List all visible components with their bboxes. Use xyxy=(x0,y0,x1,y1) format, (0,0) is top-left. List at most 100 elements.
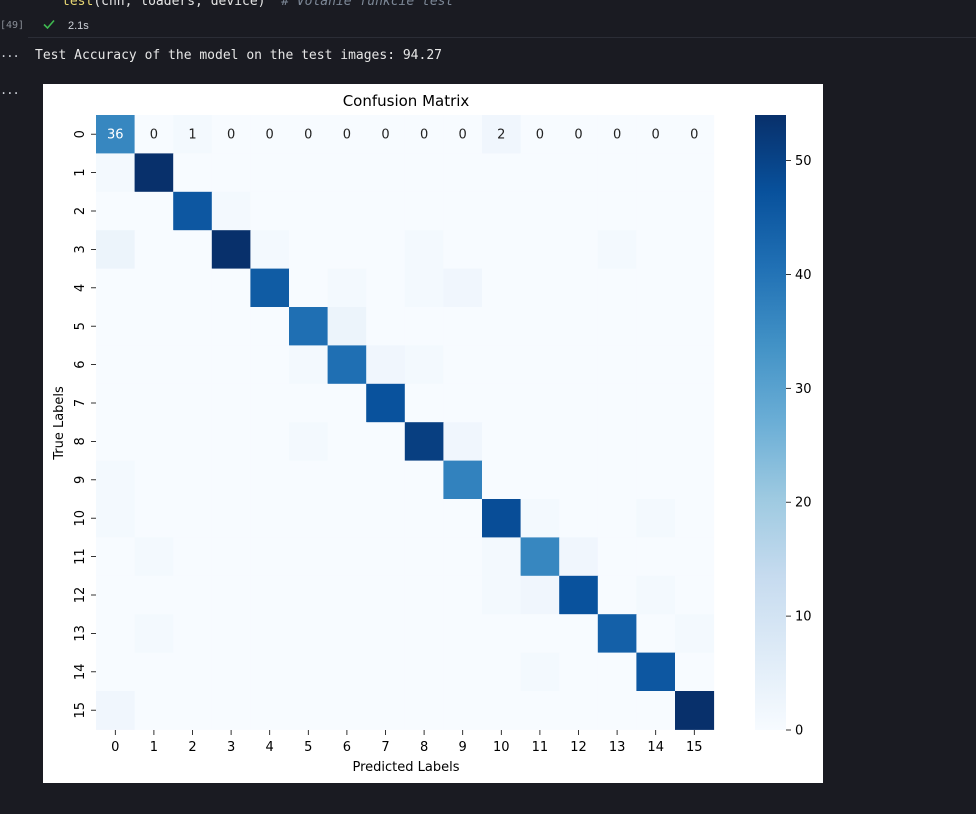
heatmap-cell xyxy=(173,537,213,577)
heatmap-cell xyxy=(173,691,213,730)
heatmap-cell xyxy=(404,153,444,193)
heatmap-cell xyxy=(134,614,174,654)
x-tick-label: 4 xyxy=(266,740,274,755)
heatmap-cell xyxy=(211,345,251,385)
code-line[interactable]: test(cnn, loaders, device) # Volanie fun… xyxy=(62,0,453,9)
heatmap-cell xyxy=(289,307,329,346)
cell-annotation: 0 xyxy=(652,128,660,143)
heatmap-cell xyxy=(289,230,329,270)
heatmap-cell xyxy=(250,575,290,615)
heatmap-cell xyxy=(636,115,676,154)
heatmap-cell xyxy=(443,191,483,231)
cell-divider xyxy=(28,37,976,38)
heatmap-cell xyxy=(134,191,174,231)
heatmap-cell xyxy=(443,691,483,730)
heatmap-cell xyxy=(173,345,213,385)
heatmap-cell xyxy=(675,191,715,231)
output-menu-dots[interactable]: ... xyxy=(0,46,20,60)
heatmap-cell xyxy=(636,153,676,193)
heatmap-cell xyxy=(482,460,522,500)
x-tick-label: 6 xyxy=(343,740,351,755)
heatmap-cell xyxy=(597,422,637,462)
heatmap-cell xyxy=(211,115,251,154)
heatmap-cell xyxy=(482,422,522,462)
colorbar-tick-label: 20 xyxy=(795,496,812,511)
heatmap-cell xyxy=(211,652,251,692)
cell-annotation: 0 xyxy=(690,128,698,143)
heatmap-cell xyxy=(597,460,637,500)
heatmap-cell xyxy=(636,499,676,538)
heatmap-cell xyxy=(559,268,599,308)
heatmap-cell xyxy=(134,230,174,270)
cell-annotation: 36 xyxy=(107,128,124,143)
heatmap-cell xyxy=(559,153,599,193)
heatmap-cell xyxy=(250,230,290,270)
y-tick-label: 2 xyxy=(73,207,88,215)
heatmap-cell xyxy=(173,422,213,462)
heatmap-cell xyxy=(327,345,367,385)
heatmap-cell xyxy=(211,614,251,654)
heatmap-cell xyxy=(96,460,136,500)
colorbar-tick-label: 30 xyxy=(795,382,812,397)
cell-annotation: 0 xyxy=(266,128,274,143)
heatmap-cell xyxy=(404,499,444,538)
heatmap-cell xyxy=(559,230,599,270)
heatmap-cell xyxy=(366,499,406,538)
heatmap-cell xyxy=(443,499,483,538)
heatmap-cell xyxy=(404,115,444,154)
heatmap-cell xyxy=(675,614,715,654)
heatmap-cell xyxy=(482,307,522,346)
heatmap-cell xyxy=(443,652,483,692)
heatmap-cell xyxy=(366,345,406,385)
heatmap-cell xyxy=(289,191,329,231)
heatmap-cell xyxy=(327,652,367,692)
heatmap-cell xyxy=(482,691,522,730)
heatmap-cell xyxy=(675,230,715,270)
heatmap-cell xyxy=(250,345,290,385)
heatmap-cell xyxy=(482,115,522,154)
x-tick-label: 1 xyxy=(150,740,158,755)
heatmap-cell xyxy=(675,460,715,500)
heatmap-cell xyxy=(366,575,406,615)
heatmap-cell xyxy=(559,652,599,692)
cell-annotation: 0 xyxy=(227,128,235,143)
heatmap-cell xyxy=(366,268,406,308)
heatmap-cell xyxy=(675,691,715,730)
y-tick-label: 13 xyxy=(73,625,88,642)
heatmap-cell xyxy=(134,691,174,730)
heatmap-cell xyxy=(211,691,251,730)
heatmap-cell xyxy=(520,614,560,654)
y-tick-label: 7 xyxy=(73,399,88,407)
heatmap-cell xyxy=(211,537,251,577)
heatmap-cell xyxy=(559,537,599,577)
heatmap-cell xyxy=(366,422,406,462)
heatmap-cell xyxy=(173,575,213,615)
heatmap-cell xyxy=(636,614,676,654)
heatmap-cell xyxy=(327,230,367,270)
heatmap-cell xyxy=(134,115,174,154)
heatmap-cell xyxy=(443,153,483,193)
heatmap-cell xyxy=(173,460,213,500)
heatmap-cell xyxy=(675,307,715,346)
heatmap-cell xyxy=(250,691,290,730)
y-tick-label: 0 xyxy=(73,130,88,138)
y-tick-label: 3 xyxy=(73,245,88,253)
heatmap-cell xyxy=(366,230,406,270)
heatmap-cell xyxy=(96,383,136,423)
heatmap-cell xyxy=(443,537,483,577)
y-axis-label: True Labels xyxy=(52,386,67,461)
heatmap-cell xyxy=(597,614,637,654)
heatmap-cell xyxy=(134,575,174,615)
heatmap-cell xyxy=(366,307,406,346)
heatmap-cell xyxy=(636,575,676,615)
heatmap-cell xyxy=(597,268,637,308)
output-menu-dots-2[interactable]: ... xyxy=(0,83,20,97)
heatmap-cell xyxy=(96,268,136,308)
heatmap-cell xyxy=(443,230,483,270)
heatmap-cell xyxy=(443,115,483,154)
heatmap-cell xyxy=(636,191,676,231)
heatmap-cell xyxy=(443,460,483,500)
x-tick-label: 3 xyxy=(227,740,235,755)
heatmap-cell xyxy=(636,652,676,692)
heatmap-cell xyxy=(327,115,367,154)
